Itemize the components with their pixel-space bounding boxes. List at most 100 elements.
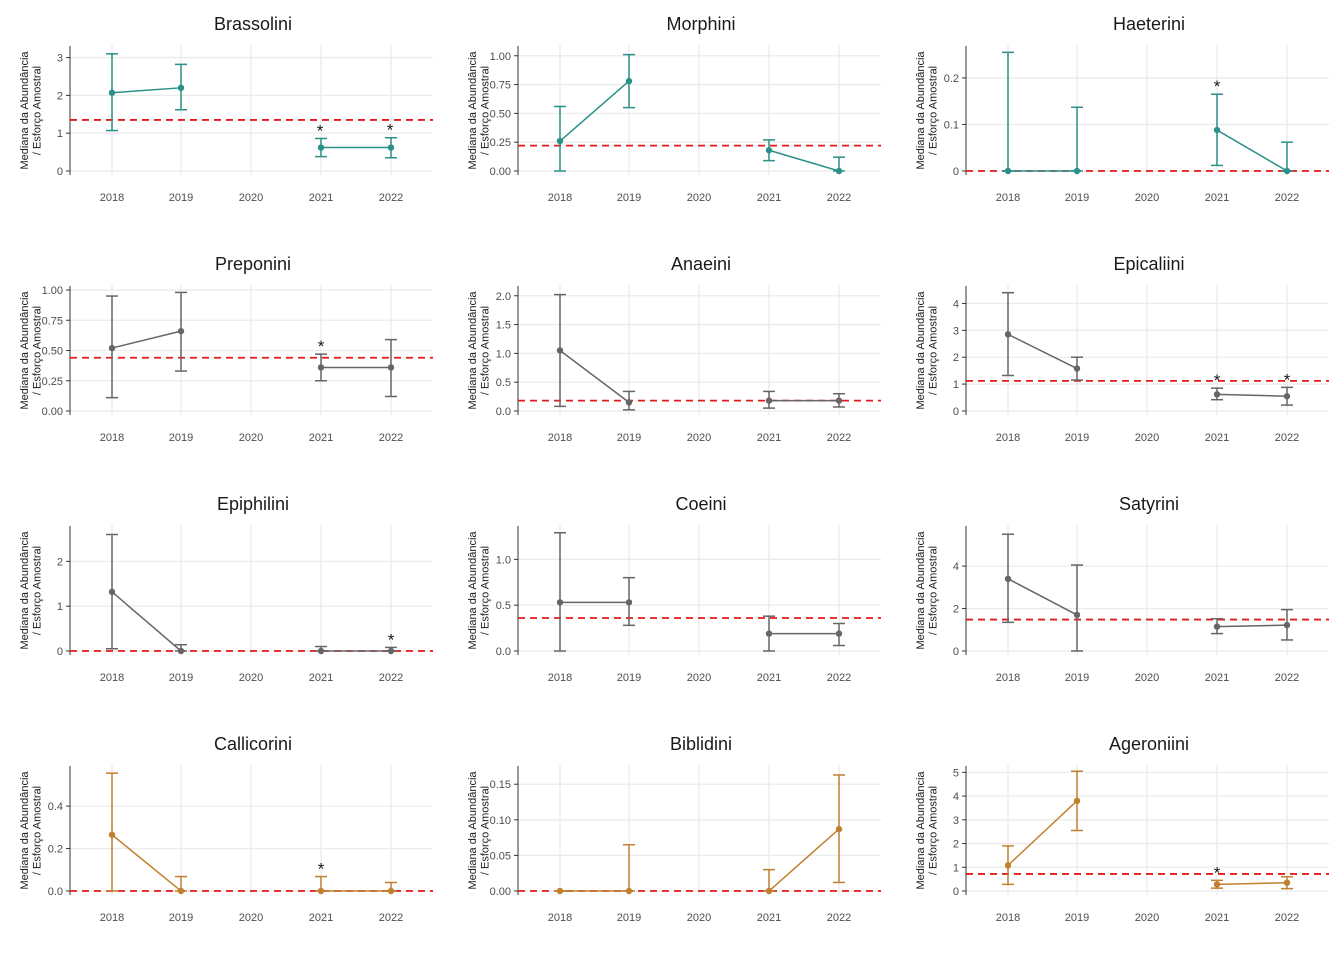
significance-star: * xyxy=(318,337,325,356)
significance-star: * xyxy=(1284,370,1291,389)
x-tick-label: 2020 xyxy=(1135,912,1159,924)
data-point xyxy=(625,399,633,406)
y-tick-label: 0.25 xyxy=(42,376,63,388)
significance-star: * xyxy=(1214,77,1221,96)
x-tick-label: 2022 xyxy=(827,672,851,684)
data-point xyxy=(1004,862,1012,869)
data-point xyxy=(1213,881,1221,888)
y-tick-label: 0.15 xyxy=(490,779,511,791)
data-point xyxy=(108,89,116,96)
y-tick-label: 0.05 xyxy=(490,850,511,862)
y-axis-label: Mediana da Abundância/ Esforço Amostral xyxy=(19,51,44,170)
x-tick-label: 2021 xyxy=(757,912,781,924)
y-axis-label-line1: Mediana da Abundância xyxy=(915,51,927,170)
data-point xyxy=(765,630,773,637)
y-tick-label: 0.75 xyxy=(42,315,63,327)
y-tick-label: 0.75 xyxy=(490,80,511,92)
x-tick-label: 2019 xyxy=(617,672,641,684)
y-tick-label: 0 xyxy=(953,406,959,418)
x-tick-label: 2021 xyxy=(309,672,333,684)
data-point xyxy=(317,364,325,371)
panel-title: Haeterini xyxy=(1113,14,1185,34)
y-axis-label: Mediana da Abundância/ Esforço Amostral xyxy=(467,291,492,410)
panel-title: Ageroniini xyxy=(1109,734,1189,754)
series-line xyxy=(111,87,182,94)
y-tick-label: 2 xyxy=(953,352,959,364)
series-line xyxy=(1216,624,1288,628)
y-axis-label-line2: / Esforço Amostral xyxy=(31,546,43,635)
panel-satyrini: Satyrini Mediana da Abundância/ Esforço A… xyxy=(915,494,1329,684)
x-tick-label: 2021 xyxy=(1205,912,1229,924)
y-axis-label: Mediana da Abundância/ Esforço Amostral xyxy=(19,771,44,890)
x-tick-label: 2020 xyxy=(1135,672,1159,684)
data-point xyxy=(1283,621,1291,629)
series-line xyxy=(768,149,840,172)
y-axis-label: Mediana da Abundância/ Esforço Amostral xyxy=(915,51,940,170)
x-tick-label: 2020 xyxy=(239,672,263,684)
y-axis-label-line2: / Esforço Amostral xyxy=(31,66,43,155)
x-tick-label: 2018 xyxy=(548,912,572,924)
data-point xyxy=(1213,126,1221,134)
x-tick-label: 2022 xyxy=(379,432,403,444)
y-tick-label: 0.10 xyxy=(490,815,511,827)
y-tick-label: 0 xyxy=(953,886,959,898)
panel-biblidini: Biblidini Mediana da Abundância/ Esforço … xyxy=(467,734,881,924)
panel-title: Biblidini xyxy=(670,734,732,754)
panel-title: Brassolini xyxy=(214,14,292,34)
data-point xyxy=(1213,623,1221,630)
data-point xyxy=(1213,391,1221,398)
y-axis-label: Mediana da Abundância/ Esforço Amostral xyxy=(467,531,492,650)
x-tick-label: 2022 xyxy=(379,192,403,204)
data-point xyxy=(108,588,116,596)
y-axis-label-line1: Mediana da Abundância xyxy=(915,531,927,650)
data-point xyxy=(387,647,395,655)
x-tick-label: 2019 xyxy=(617,432,641,444)
x-tick-label: 2022 xyxy=(1275,192,1299,204)
y-axis-label-line2: / Esforço Amostral xyxy=(479,306,491,395)
data-point xyxy=(1004,331,1012,338)
data-point xyxy=(1073,365,1081,372)
y-axis-label: Mediana da Abundância/ Esforço Amostral xyxy=(467,51,492,170)
series-line xyxy=(111,834,182,892)
x-tick-label: 2022 xyxy=(1275,672,1299,684)
data-point xyxy=(387,887,395,895)
y-tick-label: 0.50 xyxy=(490,108,511,120)
data-point xyxy=(625,887,633,895)
x-tick-label: 2019 xyxy=(1065,912,1089,924)
y-axis-label-line1: Mediana da Abundância xyxy=(19,291,31,410)
x-tick-label: 2020 xyxy=(239,192,263,204)
series-line xyxy=(1007,800,1078,866)
y-tick-label: 2 xyxy=(57,90,63,102)
data-point xyxy=(556,347,564,354)
y-tick-label: 0.2 xyxy=(48,844,63,856)
significance-star: * xyxy=(388,630,395,649)
y-tick-label: 0.0 xyxy=(496,646,511,658)
x-tick-label: 2018 xyxy=(996,432,1020,444)
y-tick-label: 0.5 xyxy=(496,377,511,389)
y-axis-label-line2: / Esforço Amostral xyxy=(927,546,939,635)
series-line xyxy=(1007,333,1078,370)
y-tick-label: 0.00 xyxy=(42,406,63,418)
y-tick-label: 1.0 xyxy=(496,348,511,360)
significance-star: * xyxy=(1214,863,1221,882)
data-point xyxy=(1283,393,1291,400)
x-tick-label: 2020 xyxy=(687,672,711,684)
data-point xyxy=(177,887,185,895)
y-tick-label: 0.4 xyxy=(48,801,63,813)
data-point xyxy=(556,887,564,895)
y-axis-label-line2: / Esforço Amostral xyxy=(479,66,491,155)
series-line xyxy=(111,330,182,349)
panel-title: Epicaliini xyxy=(1113,254,1184,274)
y-tick-label: 1 xyxy=(953,862,959,874)
data-point xyxy=(317,144,325,151)
data-point xyxy=(765,887,773,895)
y-tick-label: 3 xyxy=(57,53,63,65)
panel-morphini: Morphini Mediana da Abundância/ Esforço A… xyxy=(467,14,881,204)
x-tick-label: 2019 xyxy=(617,192,641,204)
data-point xyxy=(317,887,325,895)
y-tick-label: 4 xyxy=(953,561,959,573)
y-axis-label: Mediana da Abundância/ Esforço Amostral xyxy=(19,291,44,410)
y-axis-label-line2: / Esforço Amostral xyxy=(479,546,491,635)
y-tick-label: 0.1 xyxy=(944,119,959,131)
data-point xyxy=(835,825,843,833)
